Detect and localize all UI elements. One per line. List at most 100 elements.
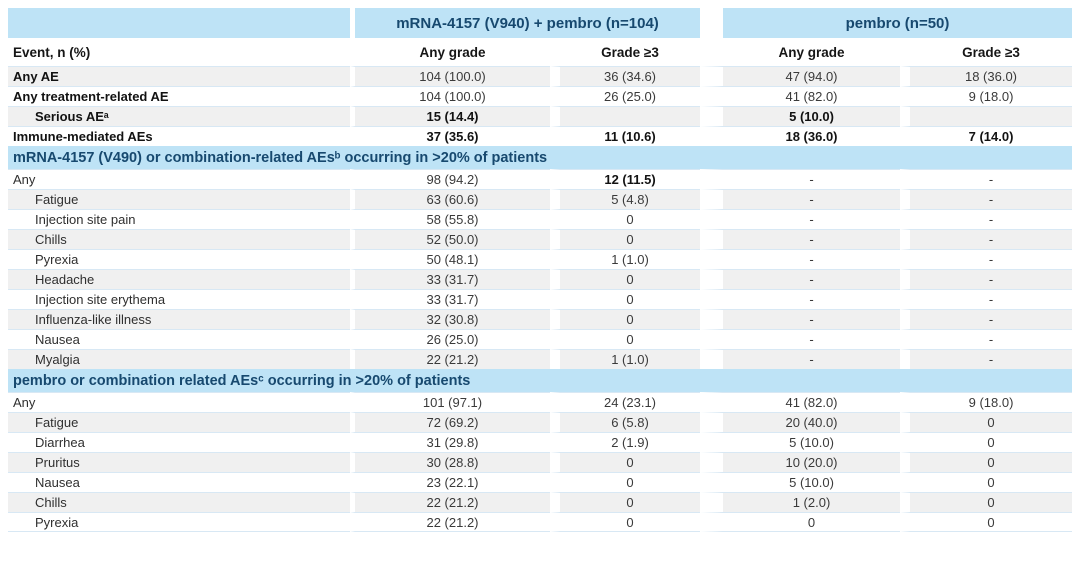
value-cell: - — [900, 209, 1073, 229]
value-cell: 36 (34.6) — [550, 66, 701, 86]
group-header-empty-cell — [8, 8, 350, 38]
value-cell: 41 (82.0) — [700, 86, 901, 106]
event-label-cell: Injection site erythema — [8, 289, 350, 309]
column-header-event: Event, n (%) — [8, 38, 350, 66]
value-cell: 5 (10.0) — [700, 106, 901, 126]
page: mRNA-4157 (V940) + pembro (n=104) pembro… — [8, 8, 1073, 532]
event-label-cell: Diarrhea — [8, 432, 350, 452]
value-cell: - — [900, 309, 1073, 329]
event-label-cell: Fatigue — [8, 189, 350, 209]
table-row: Injection site erythema 33 (31.7) 0- - — [8, 289, 1073, 309]
value-cell: 37 (35.6) — [350, 126, 550, 146]
value-cell: 50 (48.1) — [350, 249, 550, 269]
value-cell: 0 — [900, 452, 1073, 472]
value-cell: 63 (60.6) — [350, 189, 550, 209]
value-cell: 12 (11.5) — [550, 169, 701, 189]
value-cell: 6 (5.8) — [550, 412, 701, 432]
event-label-cell: Any AE — [8, 66, 350, 86]
value-cell: 24 (23.1) — [550, 392, 701, 412]
column-header-combo-any-grade: Any grade — [350, 38, 550, 66]
value-cell: 22 (21.2) — [350, 512, 550, 532]
table-row: Pyrexia 50 (48.1) 1 (1.0) - - — [8, 249, 1073, 269]
event-label-cell: Chills — [8, 229, 350, 249]
table-body: Any AE 104 (100.0) 36 (34.6) 47 (94.0) 18 (3… — [8, 66, 1073, 532]
value-cell: 20 (40.0) — [700, 412, 901, 432]
value-cell: - — [900, 229, 1073, 249]
event-label-cell: Nausea — [8, 472, 350, 492]
value-cell: - — [700, 169, 901, 189]
value-cell: 72 (69.2) — [350, 412, 550, 432]
table-row: Fatigue 63 (60.6) 5 (4.8) - - — [8, 189, 1073, 209]
value-cell: 0 — [550, 229, 701, 249]
event-label-cell: Fatigue — [8, 412, 350, 432]
table-row: Any AE 104 (100.0) 36 (34.6) 47 (94.0) 18 (3… — [8, 66, 1073, 86]
value-cell: 98 (94.2) — [350, 169, 550, 189]
value-cell: - — [700, 349, 901, 369]
table-row: Nausea 26 (25.0) 0- - — [8, 329, 1073, 349]
event-label-cell: Headache — [8, 269, 350, 289]
event-label-cell: Any — [8, 169, 350, 189]
value-cell: 9 (18.0) — [900, 392, 1073, 412]
group-header-pembro: pembro (n=50) — [700, 8, 1073, 38]
value-cell: - — [900, 249, 1073, 269]
table-row: Chills 22 (21.2) 0 1 (2.0) 0 — [8, 492, 1073, 512]
value-cell: 23 (22.1) — [350, 472, 550, 492]
table-row: Pruritus 30 (28.8) 0 10 (20.0) 0 — [8, 452, 1073, 472]
value-cell: 0 — [700, 512, 901, 532]
value-cell: - — [900, 289, 1073, 309]
value-cell: 0 — [550, 329, 701, 349]
event-label-cell: Any — [8, 392, 350, 412]
value-cell: 31 (29.8) — [350, 432, 550, 452]
value-cell: - — [700, 289, 901, 309]
value-cell: 104 (100.0) — [350, 86, 550, 106]
value-cell: 18 (36.0) — [900, 66, 1073, 86]
event-label-cell: Injection site pain — [8, 209, 350, 229]
table-row: Any treatment-related AE 104 (100.0) 26 (2… — [8, 86, 1073, 106]
value-cell: 18 (36.0) — [700, 126, 901, 146]
value-cell: 0 — [900, 512, 1073, 532]
value-cell: 1 (1.0) — [550, 349, 701, 369]
table-row: Fatigue 72 (69.2) 6 (5.8) 20 (40.0) 0 — [8, 412, 1073, 432]
value-cell: 30 (28.8) — [350, 452, 550, 472]
value-cell: 1 (2.0) — [700, 492, 901, 512]
event-label-cell: Immune-mediated AEs — [8, 126, 350, 146]
value-cell: 0 — [550, 472, 701, 492]
section-header-label: pembro or combination related AEsᶜ occur… — [8, 369, 1073, 392]
table-row: Serious AEᵃ 15 (14.4) 5 (10.0) — [8, 106, 1073, 126]
column-header-combo-grade3: Grade ≥3 — [550, 38, 701, 66]
group-header-combo: mRNA-4157 (V940) + pembro (n=104) — [350, 8, 701, 38]
section-header-row: mRNA-4157 (V490) or combination-related … — [8, 146, 1073, 169]
event-label-cell: Nausea — [8, 329, 350, 349]
table-row: Myalgia 22 (21.2) 1 (1.0) - - — [8, 349, 1073, 369]
value-cell: 22 (21.2) — [350, 492, 550, 512]
value-cell: 33 (31.7) — [350, 289, 550, 309]
column-header-row: Event, n (%) Any grade Grade ≥3 Any grad… — [8, 38, 1073, 66]
table-row: Injection site pain 58 (55.8) 0- - — [8, 209, 1073, 229]
value-cell: - — [700, 329, 901, 349]
value-cell: 0 — [550, 269, 701, 289]
value-cell: 1 (1.0) — [550, 249, 701, 269]
value-cell: - — [700, 189, 901, 209]
value-cell: 0 — [550, 512, 701, 532]
event-label-cell: Myalgia — [8, 349, 350, 369]
value-cell: 0 — [900, 492, 1073, 512]
value-cell: 101 (97.1) — [350, 392, 550, 412]
value-cell: 0 — [550, 309, 701, 329]
value-cell: 10 (20.0) — [700, 452, 901, 472]
table-row: Influenza-like illness 32 (30.8) 0- - — [8, 309, 1073, 329]
table-row: Pyrexia 22 (21.2) 0 0 0 — [8, 512, 1073, 532]
table-row: Any 98 (94.2) 12 (11.5) - - — [8, 169, 1073, 189]
event-label-cell: Serious AEᵃ — [8, 106, 350, 126]
value-cell: 0 — [550, 452, 701, 472]
value-cell: 5 (10.0) — [700, 432, 901, 452]
event-label-cell: Pyrexia — [8, 512, 350, 532]
value-cell: 0 — [550, 492, 701, 512]
value-cell: 0 — [550, 289, 701, 309]
column-header-pembro-any-grade: Any grade — [700, 38, 901, 66]
value-cell: 0 — [900, 412, 1073, 432]
value-cell: 0 — [900, 472, 1073, 492]
value-cell: 5 (10.0) — [700, 472, 901, 492]
value-cell: 33 (31.7) — [350, 269, 550, 289]
table-row: Diarrhea 31 (29.8) 2 (1.9) 5 (10.0) 0 — [8, 432, 1073, 452]
value-cell: 5 (4.8) — [550, 189, 701, 209]
